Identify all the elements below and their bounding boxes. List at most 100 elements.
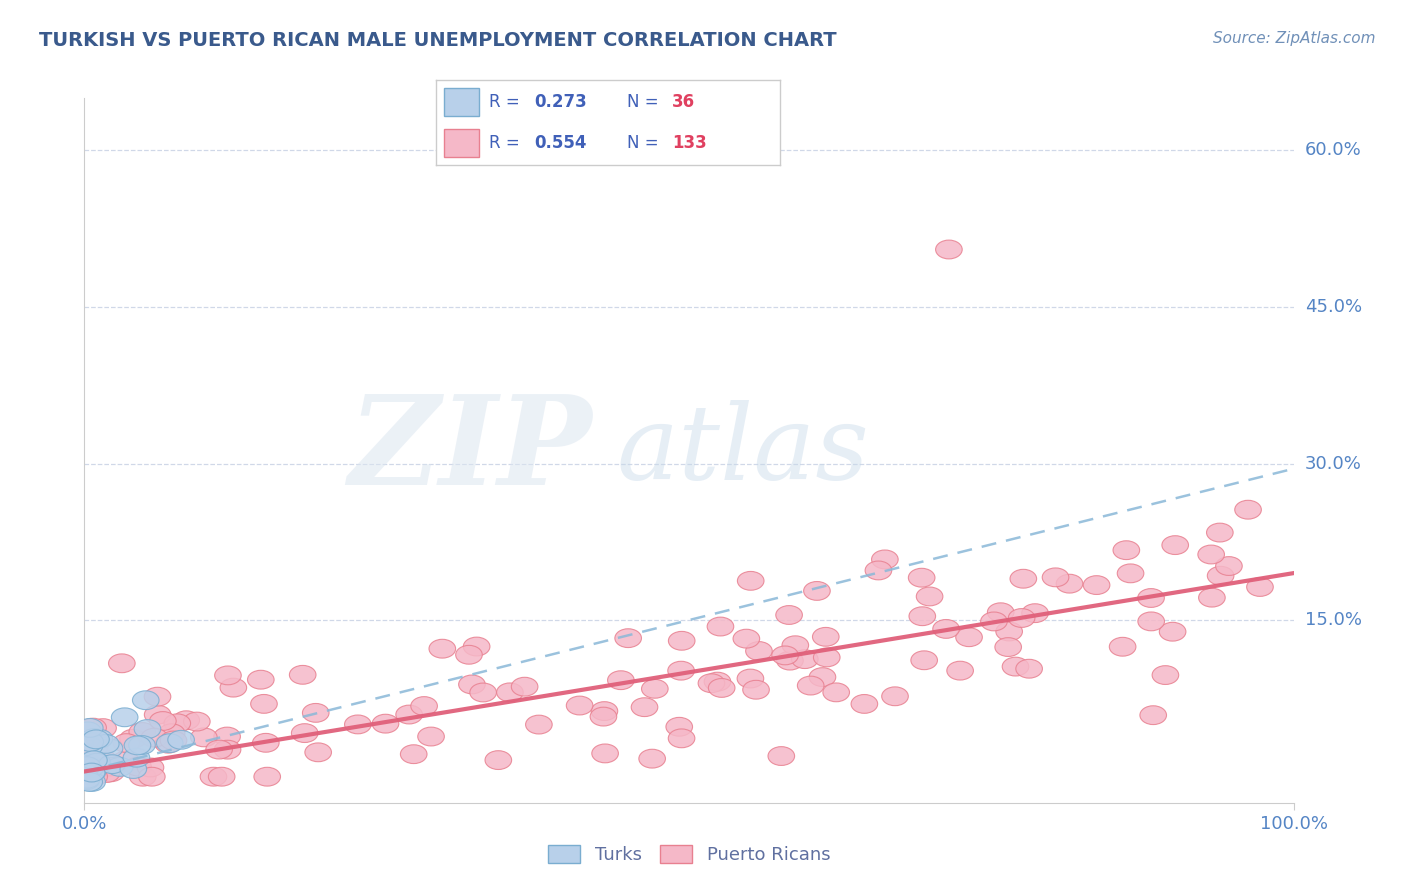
Ellipse shape — [302, 704, 329, 723]
Ellipse shape — [1234, 500, 1261, 519]
Text: R =: R = — [489, 93, 520, 111]
Ellipse shape — [742, 681, 769, 699]
Ellipse shape — [84, 754, 111, 772]
Ellipse shape — [124, 748, 149, 767]
Ellipse shape — [917, 587, 943, 606]
Ellipse shape — [125, 757, 152, 776]
Ellipse shape — [120, 730, 146, 748]
Ellipse shape — [208, 767, 235, 786]
Ellipse shape — [592, 744, 619, 763]
Ellipse shape — [93, 734, 120, 754]
Ellipse shape — [631, 698, 658, 716]
Ellipse shape — [89, 749, 115, 768]
Ellipse shape — [77, 759, 104, 778]
Text: 15.0%: 15.0% — [1305, 611, 1361, 629]
Ellipse shape — [429, 640, 456, 658]
Ellipse shape — [129, 736, 155, 755]
Ellipse shape — [668, 632, 695, 650]
Ellipse shape — [823, 683, 849, 702]
Ellipse shape — [205, 740, 232, 759]
Ellipse shape — [908, 568, 935, 587]
Ellipse shape — [129, 723, 156, 741]
Ellipse shape — [79, 763, 105, 781]
Ellipse shape — [82, 738, 108, 756]
Ellipse shape — [485, 751, 512, 770]
Ellipse shape — [813, 627, 839, 646]
Ellipse shape — [73, 770, 100, 789]
Ellipse shape — [82, 729, 107, 747]
Ellipse shape — [567, 696, 593, 714]
Text: R =: R = — [489, 135, 520, 153]
Ellipse shape — [668, 661, 695, 680]
Ellipse shape — [792, 649, 818, 668]
Ellipse shape — [155, 734, 181, 753]
Ellipse shape — [79, 764, 105, 782]
Ellipse shape — [75, 722, 101, 740]
Ellipse shape — [776, 606, 803, 624]
Ellipse shape — [247, 670, 274, 690]
Ellipse shape — [591, 707, 617, 726]
Ellipse shape — [607, 671, 634, 690]
Ellipse shape — [145, 688, 170, 706]
Ellipse shape — [124, 736, 150, 755]
Ellipse shape — [1198, 588, 1225, 607]
Ellipse shape — [250, 695, 277, 714]
Ellipse shape — [73, 756, 100, 776]
Ellipse shape — [1208, 566, 1234, 585]
Ellipse shape — [995, 622, 1022, 640]
Ellipse shape — [851, 695, 877, 714]
Ellipse shape — [1109, 638, 1136, 657]
Ellipse shape — [76, 718, 103, 738]
Ellipse shape — [737, 669, 763, 688]
Ellipse shape — [73, 771, 100, 789]
Ellipse shape — [396, 706, 422, 724]
Ellipse shape — [1010, 569, 1036, 588]
Ellipse shape — [865, 561, 891, 580]
Text: 45.0%: 45.0% — [1305, 298, 1362, 316]
Ellipse shape — [149, 712, 176, 731]
Text: Source: ZipAtlas.com: Source: ZipAtlas.com — [1212, 31, 1375, 46]
Ellipse shape — [526, 715, 553, 734]
Ellipse shape — [776, 651, 803, 670]
Ellipse shape — [666, 717, 693, 736]
Ellipse shape — [1206, 524, 1233, 542]
Ellipse shape — [1042, 568, 1069, 587]
Ellipse shape — [810, 668, 835, 687]
Ellipse shape — [129, 767, 156, 786]
Ellipse shape — [804, 582, 830, 600]
Ellipse shape — [173, 711, 200, 730]
Text: N =: N = — [627, 93, 658, 111]
Ellipse shape — [707, 617, 734, 636]
Text: N =: N = — [627, 135, 658, 153]
Text: ZIP: ZIP — [349, 390, 592, 511]
Ellipse shape — [156, 734, 183, 753]
Ellipse shape — [1160, 623, 1185, 641]
Ellipse shape — [1022, 604, 1049, 623]
Ellipse shape — [1216, 557, 1243, 575]
Bar — [444, 88, 479, 116]
Ellipse shape — [638, 749, 665, 768]
Ellipse shape — [458, 675, 485, 694]
Text: 30.0%: 30.0% — [1305, 455, 1361, 473]
Ellipse shape — [134, 720, 160, 739]
Ellipse shape — [77, 757, 104, 776]
Ellipse shape — [214, 727, 240, 746]
Ellipse shape — [1008, 608, 1035, 627]
Ellipse shape — [1152, 665, 1178, 684]
Ellipse shape — [344, 715, 371, 734]
Ellipse shape — [932, 620, 959, 639]
Ellipse shape — [910, 607, 935, 625]
Ellipse shape — [418, 727, 444, 746]
Ellipse shape — [132, 690, 159, 710]
Ellipse shape — [641, 680, 668, 698]
Ellipse shape — [768, 747, 794, 765]
Ellipse shape — [76, 772, 103, 791]
Ellipse shape — [254, 767, 281, 786]
Ellipse shape — [1015, 659, 1042, 678]
Ellipse shape — [97, 763, 124, 781]
Ellipse shape — [373, 714, 399, 733]
Ellipse shape — [221, 678, 246, 697]
Ellipse shape — [112, 734, 139, 753]
Ellipse shape — [1137, 612, 1164, 631]
Ellipse shape — [96, 757, 121, 776]
